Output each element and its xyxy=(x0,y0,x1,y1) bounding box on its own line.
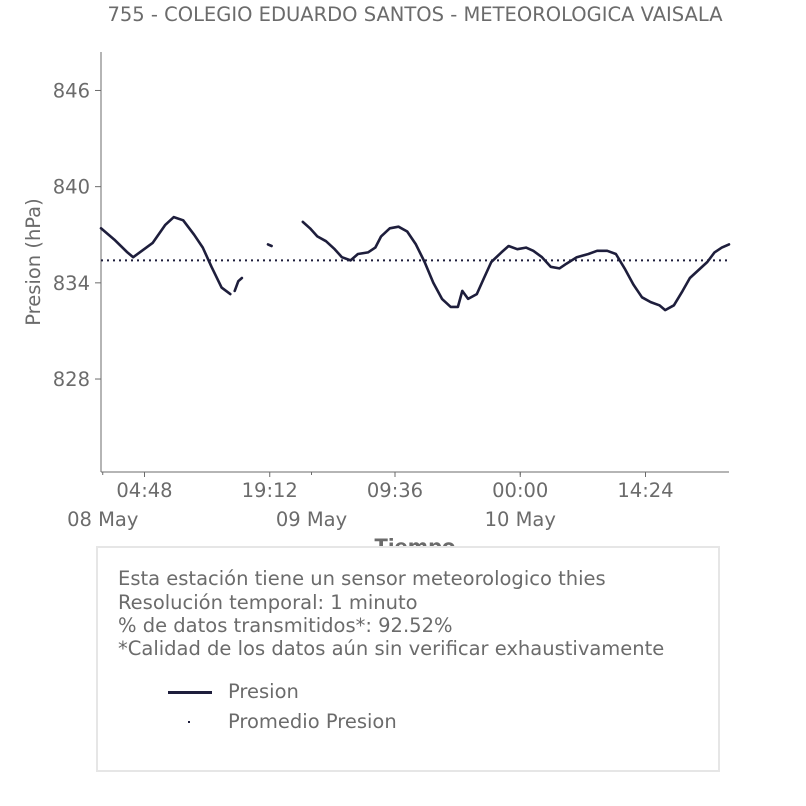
date-tick-label: 10 May xyxy=(485,508,556,531)
legend-label-promedio: Promedio Presion xyxy=(228,710,397,733)
pressure-line-segment xyxy=(99,215,232,296)
date-tick-label: 09 May xyxy=(276,508,347,531)
y-axis-label: Presion (hPa) xyxy=(22,198,45,325)
station-sensor-text: Esta estación tiene un sensor meteorolog… xyxy=(118,567,606,590)
date-tick-label: 08 May xyxy=(67,508,138,531)
x-tick-label: 04:48 xyxy=(116,479,172,502)
temporal-resolution-text: Resolución temporal: 1 minuto xyxy=(118,591,418,614)
info-panel: Esta estación tiene un sensor meteorolog… xyxy=(96,546,720,772)
x-ticks: 04:48 19:12 09:36 00:00 14:24 08 May 09 May 10 … xyxy=(67,472,674,531)
x-tick-label: 14:24 xyxy=(617,479,673,502)
legend-dot-icon xyxy=(188,721,190,723)
y-tick-label: 828 xyxy=(53,368,90,391)
y-tick-label: 846 xyxy=(53,79,90,102)
data-quality-note: *Calidad de los datos aún sin verificar … xyxy=(118,637,665,660)
x-tick-label: 09:36 xyxy=(367,479,423,502)
legend-line-icon xyxy=(168,691,212,694)
pressure-chart: 755 - COLEGIO EDUARDO SANTOS - METEOROLO… xyxy=(22,3,731,558)
pressure-line-segment xyxy=(233,276,244,293)
x-tick-label: 00:00 xyxy=(492,479,548,502)
chart-title: 755 - COLEGIO EDUARDO SANTOS - METEOROLO… xyxy=(107,3,723,26)
y-tick-label: 834 xyxy=(53,272,90,295)
y-tick-label: 840 xyxy=(53,176,90,199)
pressure-line-segment xyxy=(266,243,273,248)
x-tick-label: 19:12 xyxy=(242,479,298,502)
y-ticks: 828 834 840 846 xyxy=(53,79,101,391)
pressure-line-segment xyxy=(301,220,731,312)
data-transmitted-text: % de datos transmitidos*: 92.52% xyxy=(118,614,453,637)
pressure-series xyxy=(99,215,731,312)
legend-label-presion: Presion xyxy=(228,680,299,703)
